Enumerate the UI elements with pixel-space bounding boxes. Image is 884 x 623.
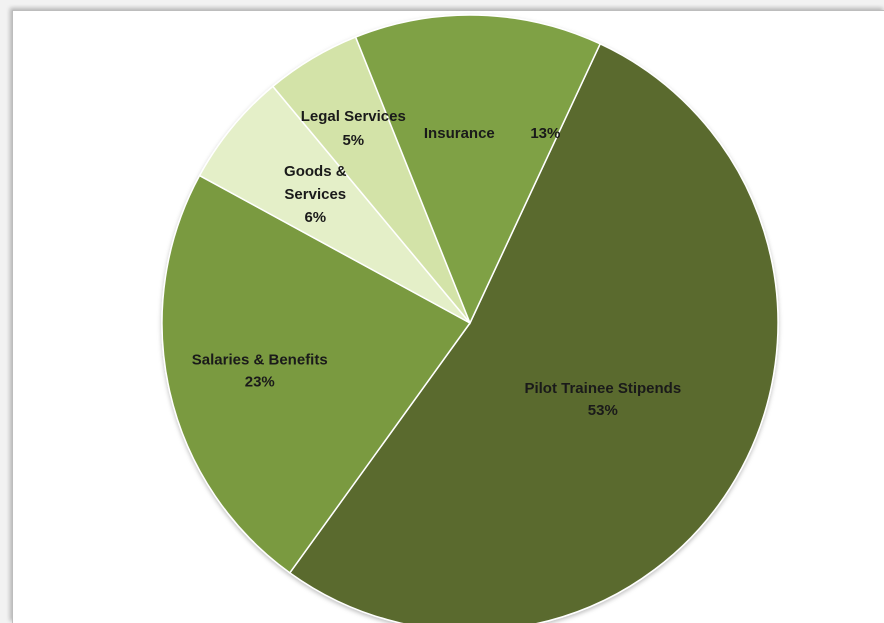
slice-label-legal-services: Legal Services	[301, 108, 406, 125]
slice-label-salaries-benefits: Salaries & Benefits	[192, 352, 328, 369]
slice-label-goods-services-line1: Goods &	[284, 163, 347, 180]
pie-slice-pilot-trainee-stipends	[288, 42, 779, 623]
pie-slices	[161, 14, 779, 623]
slice-label-pilot-trainee-stipends: Pilot Trainee Stipends	[524, 380, 681, 397]
slice-value-goods-services: 6%	[304, 209, 326, 226]
pie-chart: Pilot Trainee Stipends 53% Salaries & Bene…	[161, 14, 779, 623]
pie-slice-insurance	[354, 14, 602, 325]
slice-value-salaries-benefits: 23%	[245, 374, 275, 391]
slice-value-legal-services: 5%	[342, 132, 364, 149]
chart-frame: Pilot Trainee Stipends 53% Salaries & Bene…	[12, 10, 884, 623]
slice-value-insurance: 13%	[530, 125, 560, 142]
pie-slice-salaries-benefits	[161, 174, 472, 574]
pie-labels: Pilot Trainee Stipends 53% Salaries & Bene…	[192, 108, 681, 419]
slice-label-goods-services-line2: Services	[284, 186, 346, 203]
slice-value-pilot-trainee-stipends: 53%	[588, 402, 618, 419]
slice-label-insurance: Insurance	[424, 125, 495, 142]
